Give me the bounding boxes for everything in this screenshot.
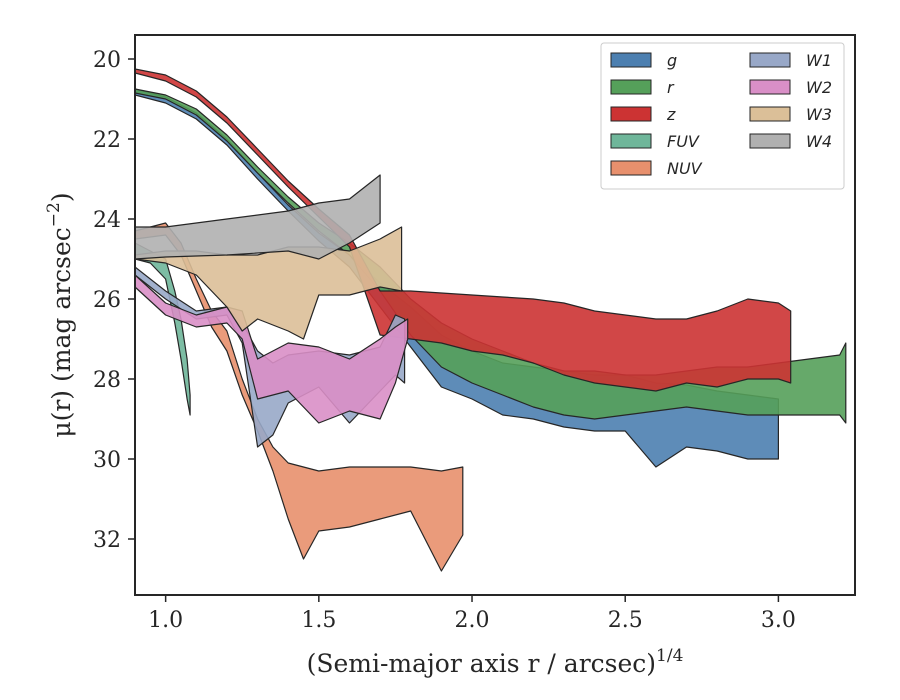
x-axis-label-text: (Semi-major axis r / arcsec)	[307, 649, 656, 678]
y-axis-label: μ(r) (mag arcsec−2)	[44, 192, 76, 437]
legend-swatch-r	[610, 79, 652, 95]
legend-swatch-fuv	[610, 133, 652, 149]
legend-swatch-w1	[749, 52, 791, 68]
series-band-nuv	[135, 222, 464, 572]
legend-label-z: z	[666, 105, 676, 124]
x-tick-label: 1.0	[148, 608, 183, 633]
legend-label-g: g	[667, 51, 677, 70]
legend-label-w1: W1	[806, 51, 832, 70]
legend-label-r: r	[667, 78, 675, 97]
x-axis-label: (Semi-major axis r / arcsec)1/4	[307, 646, 684, 678]
y-tick-label: 24	[93, 208, 121, 233]
legend-swatch-w3	[749, 106, 791, 122]
x-tick-label: 3.0	[761, 608, 796, 633]
y-tick-label: 20	[93, 48, 121, 73]
y-axis-label-exponent: −2	[44, 202, 64, 227]
x-tick-label: 1.5	[301, 608, 336, 633]
legend-label-w3: W3	[806, 105, 832, 124]
legend-swatch-nuv	[610, 160, 652, 176]
x-tick-label: 2.5	[608, 608, 643, 633]
y-tick-label: 28	[93, 368, 121, 393]
plot-frame	[134, 34, 856, 596]
legend-swatch-w2	[749, 79, 791, 95]
legend: grz FUV NUV W1 W2 W3 W4	[600, 42, 845, 190]
y-tick-label: 22	[93, 128, 121, 153]
series-band-w4	[135, 174, 381, 260]
legend-label-w4: W4	[806, 132, 832, 151]
legend-label-w2: W2	[806, 78, 832, 97]
legend-label-nuv: NUV	[667, 159, 703, 178]
legend-swatch-z	[610, 106, 652, 122]
y-tick-label: 30	[93, 448, 121, 473]
band-layer	[135, 68, 847, 572]
y-tick-label: 26	[93, 288, 121, 313]
y-axis: 20 22 24 26 28 30 32	[93, 48, 135, 553]
y-tick-label: 32	[93, 528, 121, 553]
x-axis-label-exponent: 1/4	[656, 646, 683, 666]
y-axis-label-close: )	[47, 192, 76, 202]
y-axis-label-text: μ(r) (mag arcsec	[47, 227, 76, 437]
legend-swatch-w4	[749, 133, 791, 149]
legend-label-fuv: FUV	[667, 132, 700, 151]
x-axis: 1.0 1.5 2.0 2.5 3.0	[148, 595, 796, 633]
x-tick-label: 2.0	[455, 608, 490, 633]
legend-swatch-g	[610, 52, 652, 68]
